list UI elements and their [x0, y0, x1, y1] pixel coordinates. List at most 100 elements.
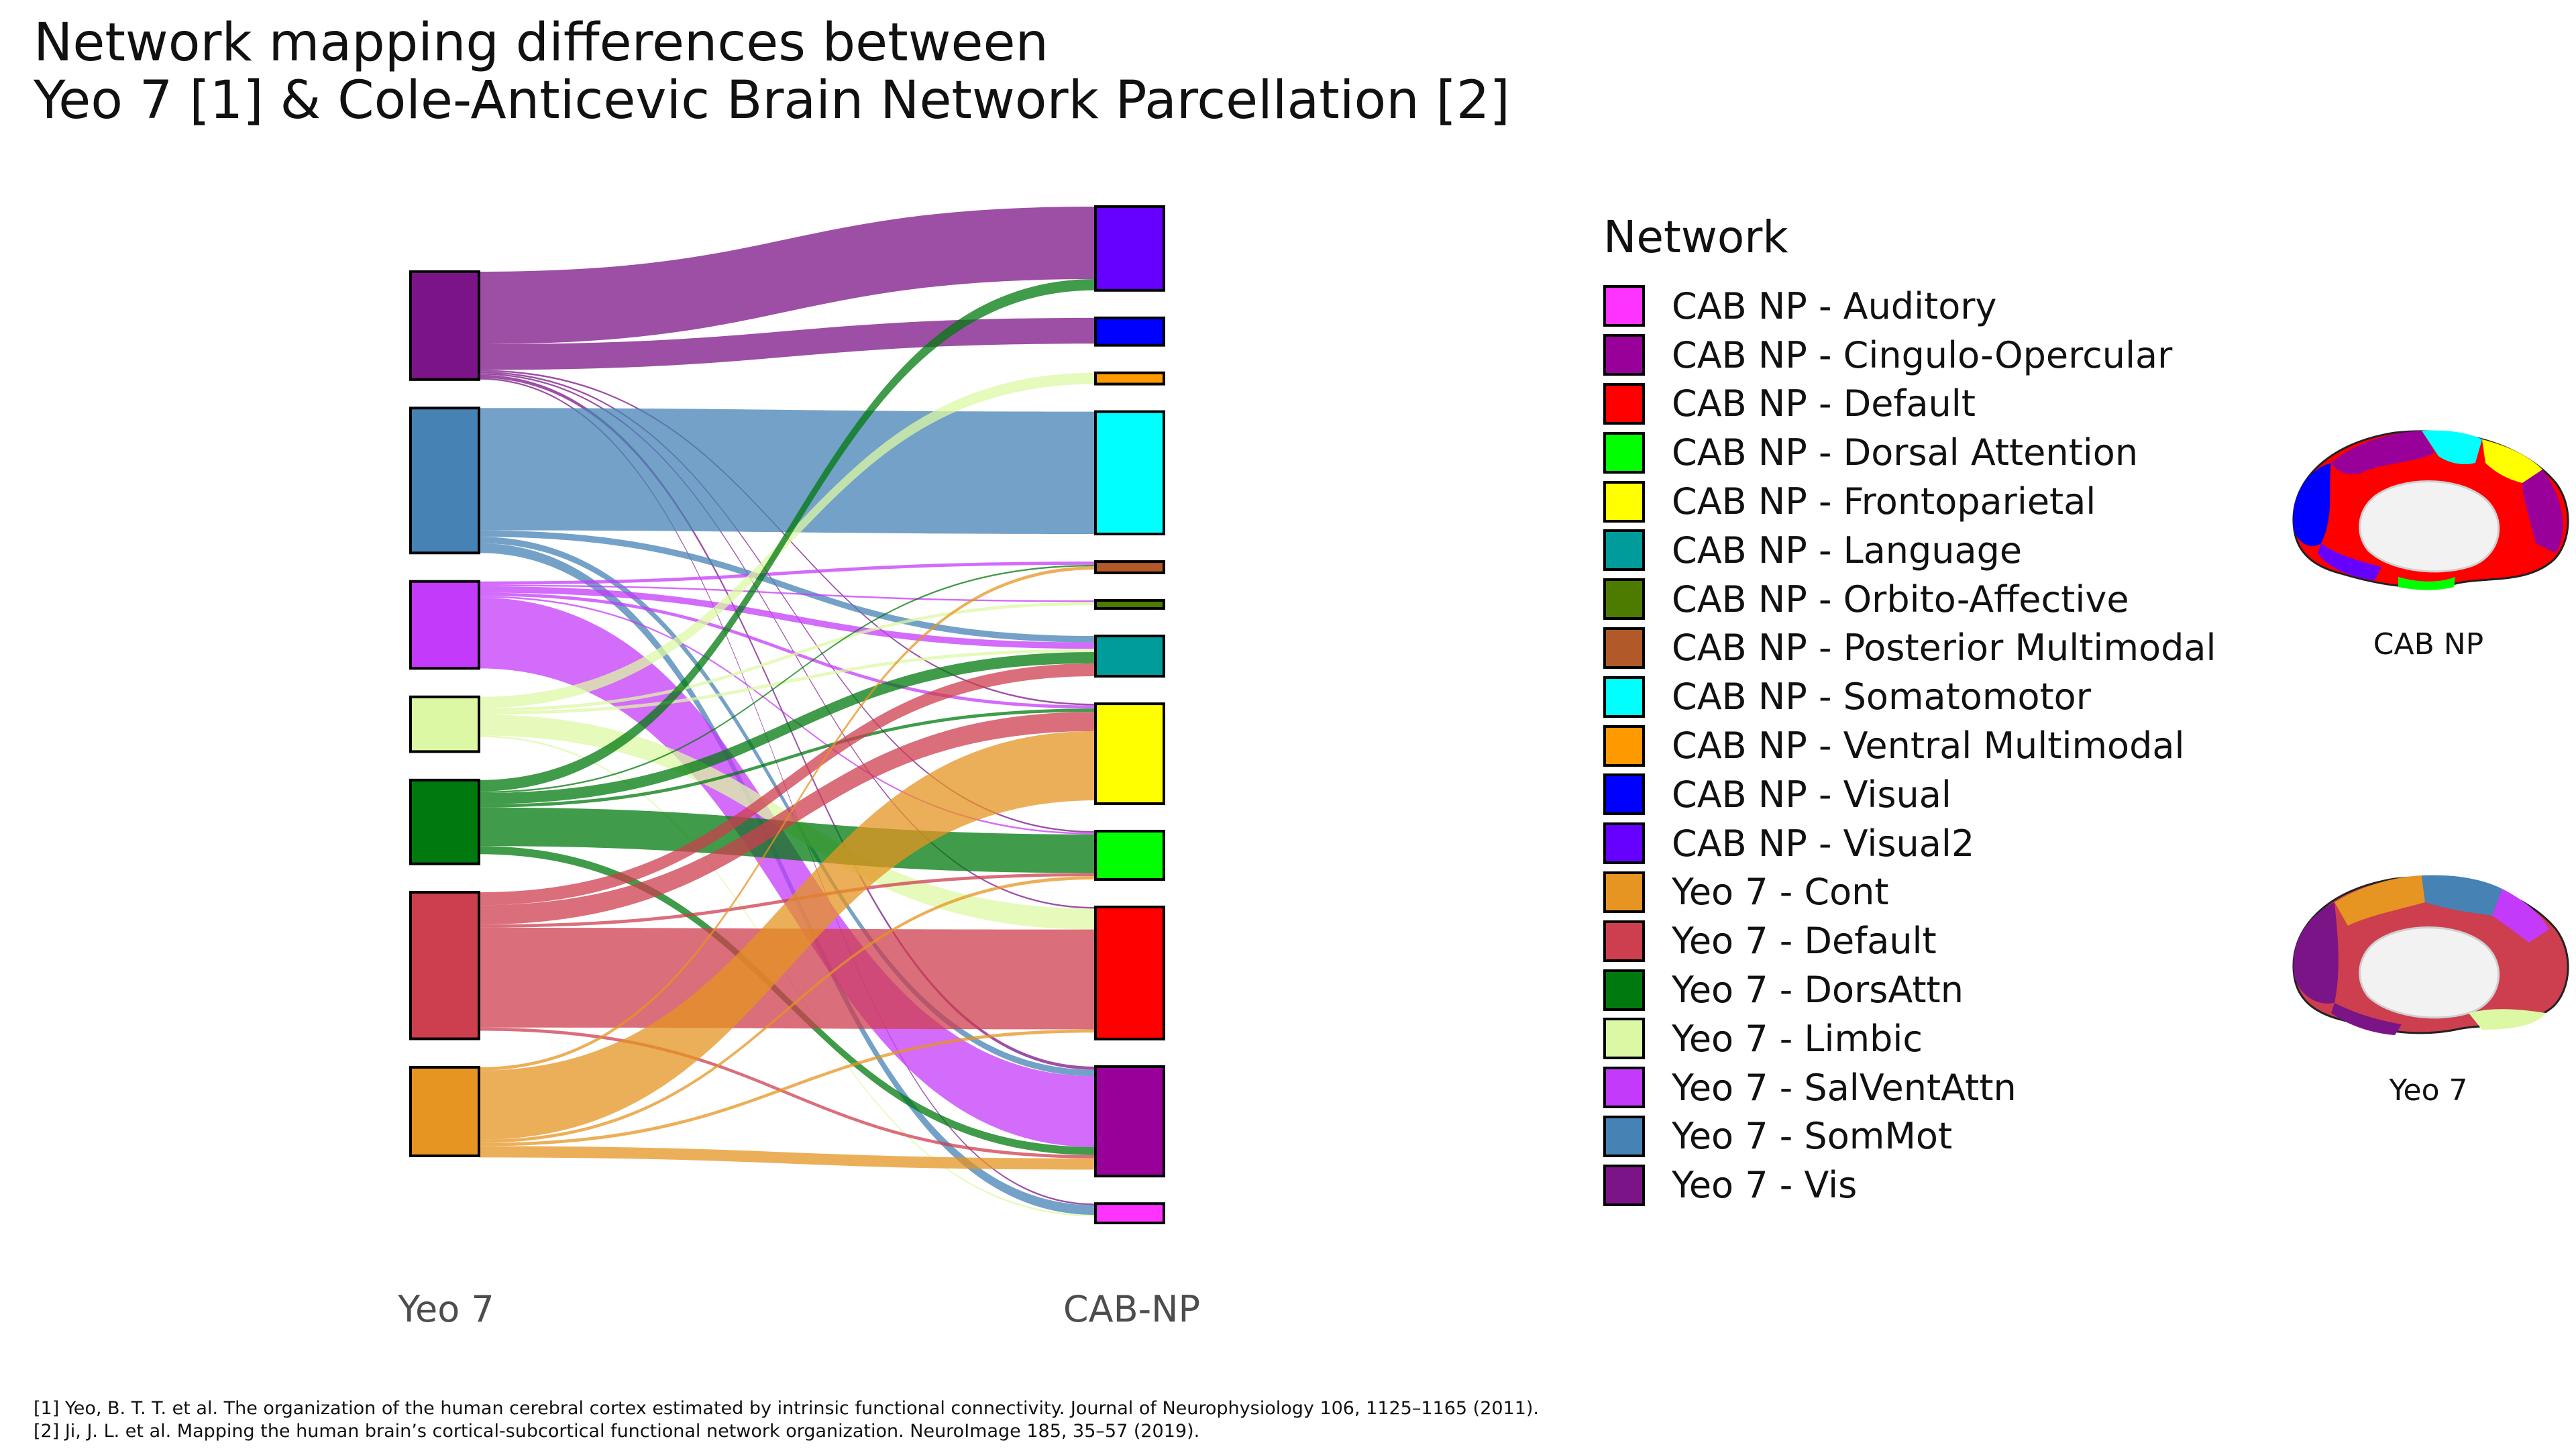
legend-item: CAB NP - Visual	[1603, 770, 2216, 819]
flow-3	[479, 371, 1095, 833]
left-nodes	[409, 270, 480, 1157]
legend-label: Yeo 7 - SomMot	[1672, 1115, 1953, 1158]
flow-14	[479, 592, 1095, 709]
legend-label: CAB NP - Ventral Multimodal	[1672, 724, 2185, 767]
right-node-3	[1094, 410, 1165, 536]
legend-swatch	[1603, 1164, 1645, 1206]
legend-item: CAB NP - Dorsal Attention	[1603, 428, 2216, 477]
legend-label: CAB NP - Language	[1672, 529, 2023, 572]
legend-label: CAB NP - Visual2	[1672, 822, 1975, 865]
legend-label: CAB NP - Default	[1672, 382, 1976, 425]
sankey-flows	[479, 207, 1095, 1217]
flow-24	[479, 652, 1095, 804]
flow-1	[479, 317, 1095, 370]
legend-swatch	[1603, 285, 1645, 327]
legend-item: CAB NP - Posterior Multimodal	[1603, 624, 2216, 673]
left-node-2	[409, 580, 480, 670]
flow-19	[479, 649, 1095, 715]
reference-2: [2] Ji, J. L. et al. Mapping the human b…	[34, 1420, 1200, 1442]
right-axis-label: CAB-NP	[1063, 1288, 1200, 1330]
flow-25	[479, 708, 1095, 808]
legend-label: CAB NP - Frontoparietal	[1672, 480, 2096, 523]
legend-label: CAB NP - Somatomotor	[1672, 676, 2091, 718]
legend-swatch	[1603, 1018, 1645, 1060]
left-node-1	[409, 407, 480, 555]
cab-np-brain-label: CAB NP	[2373, 627, 2484, 661]
legend-label: Yeo 7 - SalVentAttn	[1672, 1066, 2017, 1109]
flow-8	[479, 530, 1095, 643]
legend-item: Yeo 7 - Cont	[1603, 868, 2216, 917]
flow-6	[479, 378, 1095, 1205]
left-axis-label: Yeo 7	[397, 1288, 494, 1330]
legend-swatch	[1603, 676, 1645, 718]
legend-title: Network	[1603, 211, 1788, 263]
legend-swatch	[1603, 969, 1645, 1011]
right-node-1	[1094, 316, 1165, 347]
flow-12	[479, 584, 1095, 602]
flow-5	[479, 374, 1095, 1070]
legend-label: Yeo 7 - Cont	[1672, 871, 1889, 914]
legend-label: CAB NP - Posterior Multimodal	[1672, 627, 2216, 669]
flow-31	[479, 927, 1095, 1030]
right-node-9	[1094, 906, 1165, 1040]
legend-label: CAB NP - Auditory	[1672, 284, 1997, 327]
flow-9	[479, 537, 1095, 1077]
legend-swatch	[1603, 920, 1645, 962]
legend-swatch	[1603, 529, 1645, 572]
legend-swatch	[1603, 431, 1645, 474]
legend-swatch	[1603, 822, 1645, 865]
legend-item: CAB NP - Ventral Multimodal	[1603, 721, 2216, 770]
flow-36	[479, 1029, 1095, 1146]
legend-item: Yeo 7 - Limbic	[1603, 1014, 2216, 1063]
legend-swatch	[1603, 578, 1645, 621]
reference-1: [1] Yeo, B. T. T. et al. The organizatio…	[34, 1398, 1540, 1419]
flow-11	[479, 561, 1095, 585]
legend-item: Yeo 7 - Vis	[1603, 1161, 2216, 1210]
flow-33	[479, 566, 1095, 1071]
legend-item: CAB NP - Auditory	[1603, 282, 2216, 331]
flow-16	[479, 597, 1095, 1147]
legend-item: CAB NP - Visual2	[1603, 819, 2216, 868]
legend-item: Yeo 7 - Default	[1603, 916, 2216, 965]
chart-title-line-1: Network mapping differences between	[34, 13, 1049, 73]
flow-28	[479, 663, 1095, 906]
legend-item: CAB NP - Frontoparietal	[1603, 477, 2216, 526]
left-node-3	[409, 695, 480, 753]
flow-32	[479, 1027, 1095, 1159]
right-node-0	[1094, 205, 1165, 292]
right-node-5	[1094, 598, 1165, 610]
legend-swatch	[1603, 871, 1645, 913]
right-node-11	[1094, 1202, 1165, 1224]
legend-item: CAB NP - Orbito-Affective	[1603, 575, 2216, 624]
legend-label: CAB NP - Cingulo-Opercular	[1672, 333, 2173, 376]
right-node-6	[1094, 635, 1165, 678]
flow-26	[479, 807, 1095, 873]
left-node-4	[409, 778, 480, 865]
legend-item: Yeo 7 - DorsAttn	[1603, 965, 2216, 1014]
flow-35	[479, 876, 1095, 1143]
flow-37	[479, 1146, 1095, 1170]
legend-item: CAB NP - Default	[1603, 380, 2216, 429]
yeo7-brain-label: Yeo 7	[2389, 1073, 2468, 1108]
legend-label: CAB NP - Visual	[1672, 773, 1951, 816]
right-node-4	[1094, 560, 1165, 574]
legend-swatch	[1603, 334, 1645, 376]
legend: Network CAB NP - Auditory CAB NP - Cingul…	[1603, 211, 2216, 1210]
flow-0	[479, 207, 1095, 344]
left-node-0	[409, 270, 480, 381]
right-node-8	[1094, 829, 1165, 881]
legend-items: CAB NP - Auditory CAB NP - Cingulo-Opercu…	[1603, 282, 2216, 1210]
flow-7	[479, 408, 1095, 535]
cab-np-brain-image	[2292, 430, 2569, 590]
right-nodes	[1094, 205, 1165, 1224]
right-node-7	[1094, 702, 1165, 805]
yeo7-brain-image	[2292, 875, 2569, 1035]
legend-swatch	[1603, 1115, 1645, 1157]
left-node-6	[409, 1066, 480, 1157]
flow-4	[479, 373, 1095, 909]
legend-label: Yeo 7 - Limbic	[1672, 1017, 1923, 1060]
flow-13	[479, 586, 1095, 649]
legend-label: Yeo 7 - Vis	[1672, 1164, 1858, 1207]
legend-item: CAB NP - Language	[1603, 526, 2216, 575]
